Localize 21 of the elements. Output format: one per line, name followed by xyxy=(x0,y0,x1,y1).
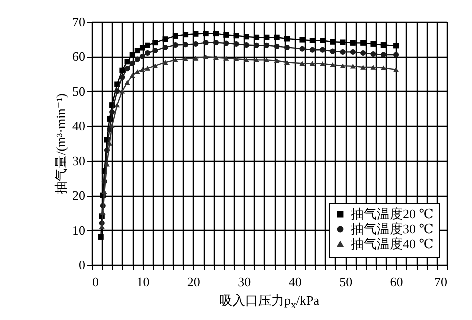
legend-label: 抽气温度40 ℃ xyxy=(351,236,434,252)
y-tick-label: 60 xyxy=(72,49,86,64)
x-tick-label: 0 xyxy=(92,274,99,290)
y-tick-label: 40 xyxy=(72,118,86,134)
x-tick-label: 20 xyxy=(187,274,200,290)
x-tick-label: 60 xyxy=(390,274,404,290)
y-tick-label: 50 xyxy=(72,84,86,99)
y-tick-label: 20 xyxy=(72,188,86,204)
x-tick-label: 10 xyxy=(136,274,150,290)
y-tick-label: 10 xyxy=(72,222,86,238)
x-axis-title: 吸入口压力p$_{x}$/kPa xyxy=(218,292,321,312)
legend-label: 抽气温度20 ℃ xyxy=(351,206,434,222)
legend-label: 抽气温度30 ℃ xyxy=(351,222,434,236)
y-tick-label: 70 xyxy=(72,14,86,30)
y-axis-title: 抽气量/(m³·min⁻¹) xyxy=(54,94,68,194)
y-tick-label: 0 xyxy=(79,258,86,272)
x-tick-label: 50 xyxy=(340,274,353,290)
x-tick-label: 40 xyxy=(288,274,302,290)
y-tick-label: 30 xyxy=(72,153,86,168)
x-tick-label: 30 xyxy=(238,274,252,290)
x-tick-label: 70 xyxy=(434,274,448,290)
